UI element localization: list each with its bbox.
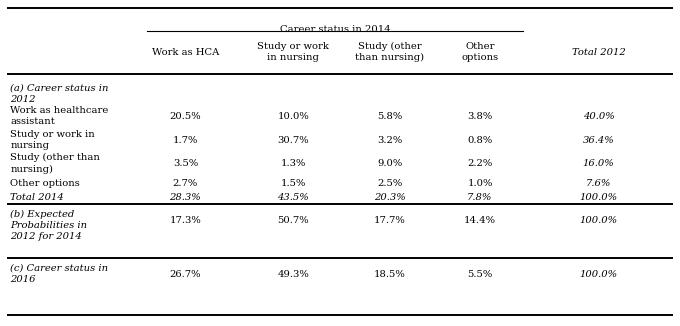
Text: 0.8%: 0.8% xyxy=(467,136,492,145)
Text: 100.0%: 100.0% xyxy=(579,193,617,202)
Text: 2.2%: 2.2% xyxy=(467,159,492,169)
Text: 30.7%: 30.7% xyxy=(277,136,309,145)
Text: 2.5%: 2.5% xyxy=(377,179,403,188)
Text: 36.4%: 36.4% xyxy=(583,136,615,145)
Text: 10.0%: 10.0% xyxy=(277,112,309,122)
Text: 26.7%: 26.7% xyxy=(169,270,201,279)
Text: Study or work in
nursing: Study or work in nursing xyxy=(10,130,95,150)
Text: Other
options: Other options xyxy=(462,42,498,62)
Text: 20.5%: 20.5% xyxy=(169,112,201,122)
Text: 50.7%: 50.7% xyxy=(277,216,309,225)
Text: 28.3%: 28.3% xyxy=(169,193,201,202)
Text: (a) Career status in
2012: (a) Career status in 2012 xyxy=(10,84,109,104)
Text: 7.6%: 7.6% xyxy=(586,179,611,188)
Text: 20.3%: 20.3% xyxy=(374,193,406,202)
Text: 100.0%: 100.0% xyxy=(579,270,617,279)
Text: 5.5%: 5.5% xyxy=(467,270,492,279)
Text: (c) Career status in
2016: (c) Career status in 2016 xyxy=(10,264,108,284)
Text: 1.3%: 1.3% xyxy=(281,159,306,169)
Text: Total 2014: Total 2014 xyxy=(10,193,64,202)
Text: 18.5%: 18.5% xyxy=(374,270,406,279)
Text: 49.3%: 49.3% xyxy=(277,270,309,279)
Text: 40.0%: 40.0% xyxy=(583,112,615,122)
Text: 3.5%: 3.5% xyxy=(173,159,198,169)
Text: 43.5%: 43.5% xyxy=(277,193,309,202)
Text: Total 2012: Total 2012 xyxy=(572,48,626,57)
Text: 1.7%: 1.7% xyxy=(173,136,198,145)
Text: Study or work
in nursing: Study or work in nursing xyxy=(258,42,329,62)
Text: Study (other than
nursing): Study (other than nursing) xyxy=(10,153,100,173)
Text: 3.2%: 3.2% xyxy=(377,136,403,145)
Text: Study (other
than nursing): Study (other than nursing) xyxy=(356,42,424,63)
Text: 1.0%: 1.0% xyxy=(467,179,492,188)
Text: 2.7%: 2.7% xyxy=(173,179,198,188)
Text: 3.8%: 3.8% xyxy=(467,112,492,122)
Text: 5.8%: 5.8% xyxy=(377,112,403,122)
Text: Work as healthcare
assistant: Work as healthcare assistant xyxy=(10,106,109,126)
Text: 1.5%: 1.5% xyxy=(281,179,306,188)
Text: 17.7%: 17.7% xyxy=(374,216,406,225)
Text: 100.0%: 100.0% xyxy=(579,216,617,225)
Text: Other options: Other options xyxy=(10,179,80,188)
Text: Work as HCA: Work as HCA xyxy=(152,48,219,57)
Text: 9.0%: 9.0% xyxy=(377,159,403,169)
Text: 14.4%: 14.4% xyxy=(464,216,496,225)
Text: 7.8%: 7.8% xyxy=(467,193,492,202)
Text: (b) Expected
Probabilities in
2012 for 2014: (b) Expected Probabilities in 2012 for 2… xyxy=(10,210,87,241)
Text: 17.3%: 17.3% xyxy=(169,216,201,225)
Text: Career status in 2014: Career status in 2014 xyxy=(279,25,390,34)
Text: 16.0%: 16.0% xyxy=(583,159,615,169)
